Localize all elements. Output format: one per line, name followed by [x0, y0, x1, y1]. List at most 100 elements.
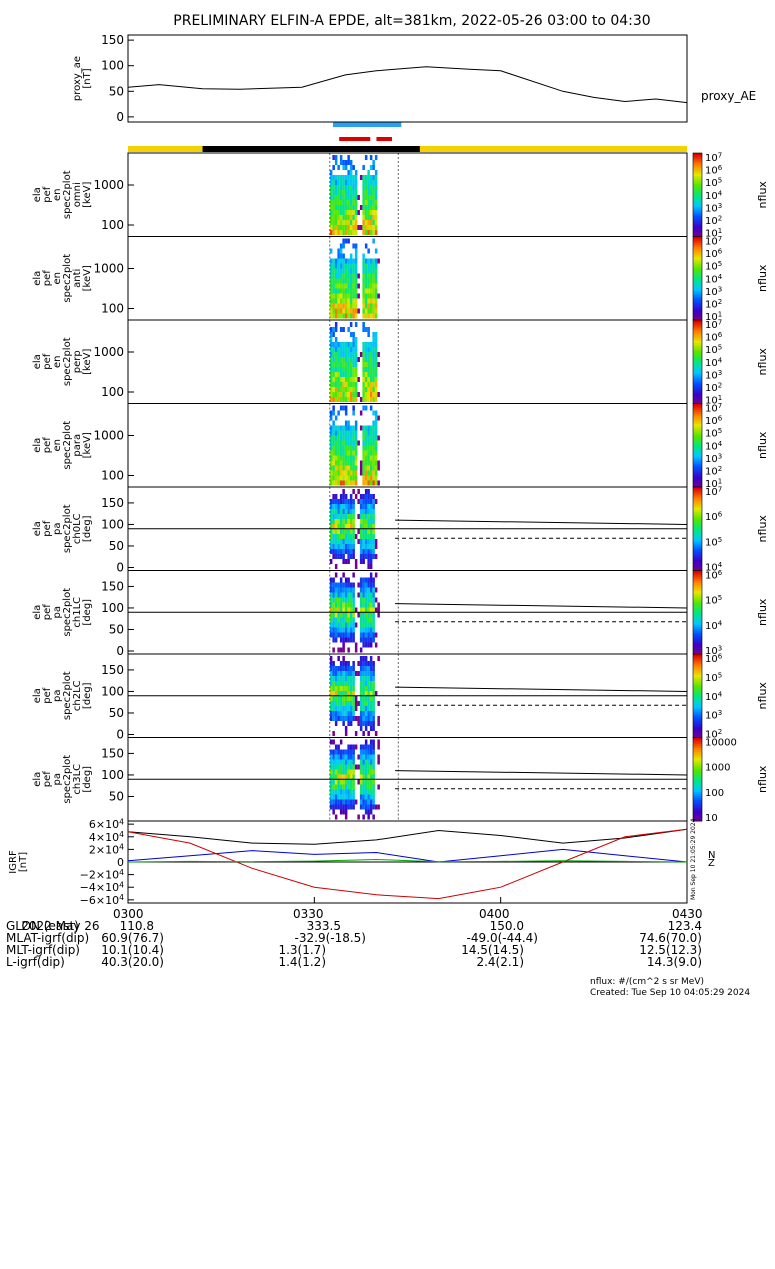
spectrogram-pixel [352, 666, 355, 671]
spectrogram-pixel [337, 794, 340, 800]
footer-val: -32.9(-18.5) [294, 931, 366, 945]
spectrogram-pixel [354, 622, 358, 628]
spectrogram-pixel [332, 392, 335, 397]
black-bar [202, 146, 420, 152]
spectrogram-pixel [344, 582, 348, 588]
spectrogram-pixel [352, 597, 355, 603]
spectrogram-pixel [332, 784, 335, 790]
spectrogram-pixel [339, 607, 343, 613]
spectrogram-pixel [352, 602, 355, 608]
spectrogram-pixel [349, 322, 353, 327]
spectrogram-pixel [332, 475, 335, 481]
spectrogram-pixel [334, 769, 338, 775]
spectrogram-pixel [359, 794, 363, 800]
spectrogram-pixel [362, 480, 365, 486]
spectrogram-pixel [332, 582, 335, 588]
spectrogram-pixel [354, 253, 358, 259]
colorbar-cell [693, 451, 702, 455]
spectrogram-pixel [367, 632, 370, 638]
spectrogram-pixel [342, 809, 345, 815]
colorbar-cell [693, 699, 702, 703]
spectrogram-pixel [362, 656, 365, 661]
spectrogram-pixel [352, 587, 355, 593]
spectrogram-pixel [352, 499, 355, 504]
ylabel-line: spec2plot [62, 671, 73, 720]
spectrogram-pixel [359, 519, 363, 524]
spectrogram-pixel [364, 392, 368, 397]
spectrogram-pixel [352, 352, 355, 357]
spectrogram-pixel [362, 210, 365, 215]
footer-val: 1.4(1.2) [278, 955, 326, 969]
colorbar-cell [693, 747, 702, 751]
spectrogram-pixel [364, 524, 368, 529]
spectrogram-pixel [344, 273, 348, 279]
colorbar-cell [693, 434, 702, 438]
spectrogram-pixel [339, 445, 343, 451]
spectrogram-pixel [367, 332, 370, 337]
spectrogram-pixel [339, 612, 343, 618]
spectrogram-pixel [344, 430, 348, 436]
spectrogram-pixel [347, 230, 350, 235]
igrf-timestamp: Mon Sep 10 21:05:29 2024 [690, 818, 697, 900]
spectrogram-pixel [337, 190, 340, 195]
spectrogram-pixel [332, 696, 335, 701]
spectrogram-pixel [352, 489, 355, 494]
colorbar-cell [693, 618, 702, 622]
spectrogram-pixel [369, 592, 373, 598]
colorbar-cell [693, 497, 702, 501]
colorbar-cell [693, 608, 702, 611]
colorbar-cell [693, 157, 702, 160]
spectrogram-panel: ela pef en spec2plot para [keV] 10001001071061… [32, 402, 769, 490]
spectrogram-pixel [329, 749, 333, 755]
spectrogram-pixel [344, 195, 348, 200]
spectrogram-pixel [354, 716, 358, 721]
spectrogram-pixel [339, 681, 343, 686]
ylabel-line: pef [42, 687, 53, 704]
spectrogram-pixel [349, 582, 353, 588]
colorbar-cell [693, 386, 702, 390]
spectrogram-pixel [342, 509, 345, 514]
spectrogram-pixel [332, 691, 335, 696]
spectrogram-pixel [347, 524, 350, 529]
spectrogram-pixel [339, 749, 343, 755]
spectrogram-pixel [352, 701, 355, 706]
spectrogram-pixel [364, 514, 368, 519]
spectrogram-pixel [359, 647, 363, 653]
colorbar-cell [693, 616, 702, 620]
colorbar-cell [693, 526, 702, 530]
spectrogram-pixel [352, 303, 355, 309]
spectrogram-pixel [362, 499, 365, 504]
spectrogram-pixel [349, 769, 353, 775]
spectrogram-pixel [367, 465, 370, 471]
spectrogram-pixel [354, 701, 358, 706]
colorbar-cell [693, 578, 702, 582]
spectrogram-pixel [337, 392, 340, 397]
spectrogram-pixel [359, 804, 363, 810]
spectrogram-pixel [367, 696, 370, 701]
colorbar-cell [693, 336, 702, 340]
igrf-ylabel: IGRF [nT] [8, 850, 29, 874]
spectrogram-pixel [332, 739, 335, 745]
spectrogram-pixel [337, 716, 340, 721]
spectrogram-pixel [369, 430, 373, 436]
spectrogram-pixel [359, 352, 363, 357]
spectrogram-pixel [369, 220, 373, 225]
spectrogram-pixel [329, 759, 333, 765]
colorbar-cell [693, 359, 702, 363]
spectrogram-pixel [337, 450, 340, 456]
spectrogram-pixel [369, 637, 373, 643]
spectrogram-pixel [374, 499, 378, 504]
spectrogram-pixel [344, 627, 348, 633]
spectrogram-pixel [344, 215, 348, 220]
spectrogram-pixel [332, 377, 335, 382]
footer-val: 110.8 [119, 919, 154, 933]
spectrogram-pixel [332, 352, 335, 357]
spectrogram-pixel [352, 681, 355, 686]
loss-cone-line [395, 519, 688, 525]
colorbar-cell [693, 689, 702, 693]
spectrogram-pixel [344, 549, 348, 554]
spectrogram-pixel [339, 425, 343, 431]
spectrogram-pixel [369, 564, 373, 569]
colorbar-cell [693, 495, 702, 498]
spectrogram-pixel [342, 514, 345, 519]
